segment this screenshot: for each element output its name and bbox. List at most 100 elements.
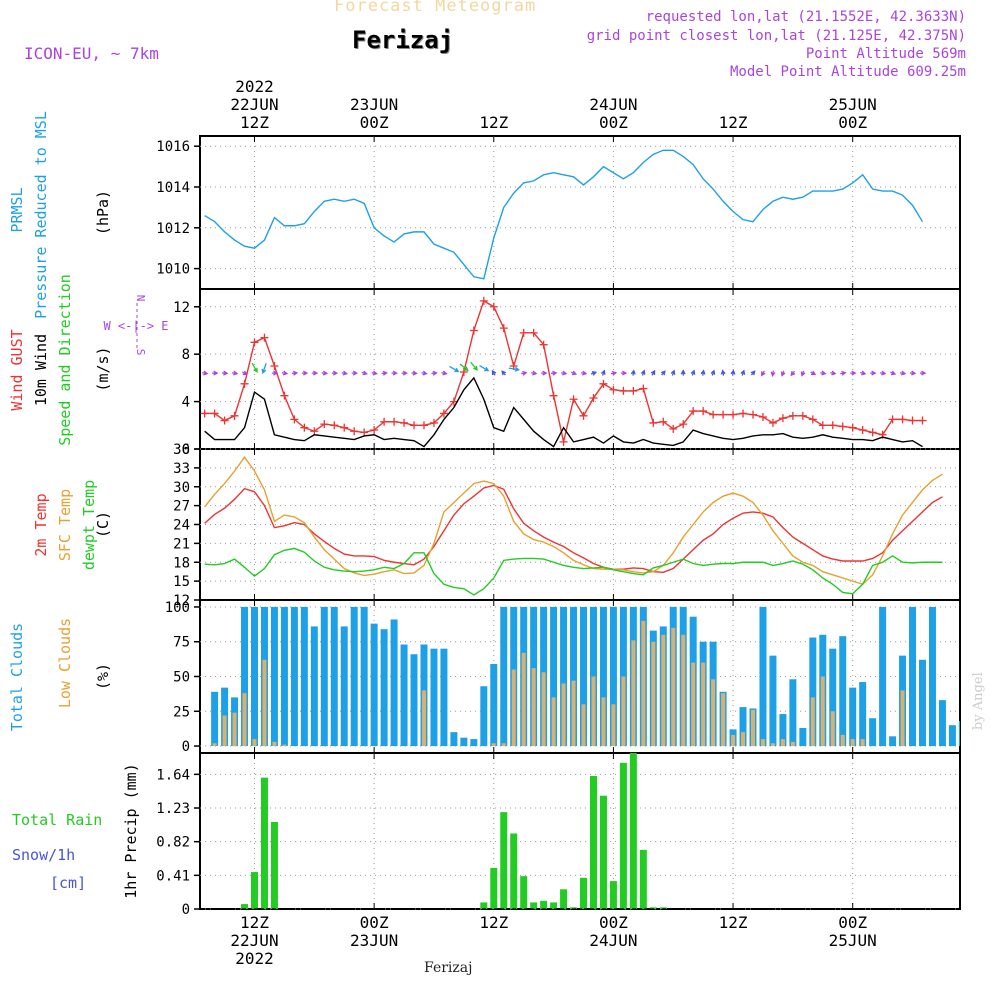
low-cloud-bar [820,676,825,747]
wind-arrow [650,369,656,376]
gust-marker [689,407,698,416]
low-cloud-bar [232,712,237,747]
total-cloud-bar [759,606,767,747]
side-label: Total Clouds [8,623,26,731]
total-cloud-bar [829,648,837,747]
precip-bar [570,907,578,909]
total-cloud-bar [211,691,219,747]
gust-marker [589,394,598,403]
wind-arrow [820,370,827,376]
top-time-label: 24JUN [589,95,637,114]
side-label: 2m Temp [32,493,50,556]
wind-arrow [202,370,209,376]
gust-marker [220,416,229,425]
requested-coords: requested lon,lat (21.1552E, 42.3633N) [645,9,966,25]
precip-bar [639,849,647,909]
total-cloud-bar [251,606,258,747]
series-line-dewpt-temp [204,547,943,596]
wind-arrow [401,370,408,376]
total-cloud-bar [270,606,278,747]
total-cloud-bar [340,626,348,747]
wind-arrow [790,370,796,377]
gust-marker [310,427,319,436]
wind-arrow [870,370,877,376]
total-cloud-bar [739,707,747,747]
bottom-time-label: 12Z [719,913,748,932]
total-cloud-bar [918,659,926,747]
wind-arrow [919,370,927,376]
gust-marker [539,340,548,349]
wind-arrow [630,369,636,376]
total-cloud-bar [928,606,936,747]
total-cloud-bar [380,629,388,747]
model-label: ICON-EU, ~ 7km [24,44,159,63]
bar-group [211,606,960,747]
wind-arrow [449,365,460,373]
total-cloud-bar [580,606,588,747]
low-cloud-bar [780,739,785,747]
y-tick-label: 15 [173,574,190,590]
low-cloud-bar [601,697,606,747]
wind-arrow [740,369,746,376]
wind-arrow [690,369,696,376]
precip-bar [520,876,528,909]
total-cloud-bar [450,732,458,747]
compass-we: W <-|-> E [103,319,168,333]
wind-arrow [521,370,528,376]
gust-marker [549,391,558,400]
gust-marker [828,421,837,430]
gust-marker [280,391,289,400]
watermark: by Angel [971,672,986,730]
gust-marker [848,423,857,432]
low-cloud-bar [421,690,426,747]
total-cloud-bar [280,606,288,747]
wind-arrow [441,370,448,376]
precip-bar [649,907,657,909]
precip-bar [500,812,508,909]
precip-bar [270,821,278,909]
total-cloud-bar [310,626,318,747]
total-cloud-bar [360,606,368,747]
wind-arrow [351,370,359,376]
total-cloud-bar [948,725,956,747]
wind-arrow [700,369,706,376]
wind-arrow [600,369,606,376]
wind-arrow [261,363,267,375]
total-cloud-bar [958,721,960,747]
gust-marker [489,302,498,311]
total-cloud-bar [879,606,887,747]
wind-arrow [770,370,776,377]
precip-bar [599,795,607,909]
gust-marker [499,324,508,333]
precip-bar [480,902,488,909]
bar-group [241,753,667,909]
total-cloud-bar [789,679,797,747]
bottom-time-label: 12Z [479,913,508,932]
y-tick-label: 27 [173,499,190,515]
low-cloud-bar [551,697,556,747]
precip-bar [490,867,498,909]
gust-marker [350,427,359,436]
precip-bar [251,872,258,909]
total-cloud-bar [560,606,568,747]
low-cloud-bar [751,709,755,747]
total-cloud-bar [839,636,847,747]
side-label: Speed and Direction [56,274,74,446]
total-cloud-bar [390,619,398,747]
y-tick-label: 50 [173,670,190,686]
y-axis-label: (C) [94,511,112,538]
y-axis-label: (%) [94,663,112,690]
y-tick-label: 33 [173,461,190,477]
gust-marker [380,417,389,426]
bottom-time-label: 24JUN [589,931,637,950]
wind-arrow [590,371,598,376]
gust-marker [320,420,329,429]
gust-marker [679,420,688,429]
gust-marker [659,417,668,426]
series-line-10m-wind [204,376,923,448]
total-cloud-bar [460,737,468,747]
low-cloud-bar [511,669,516,747]
total-cloud-bar [470,739,478,747]
precip-bar [241,904,249,909]
